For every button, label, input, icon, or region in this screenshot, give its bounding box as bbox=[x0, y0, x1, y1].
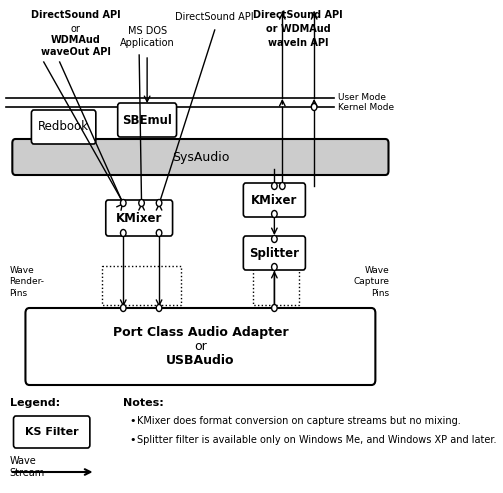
Bar bbox=[102, 266, 181, 305]
Circle shape bbox=[272, 182, 277, 189]
FancyBboxPatch shape bbox=[31, 110, 96, 144]
Text: Wave: Wave bbox=[10, 456, 36, 466]
Circle shape bbox=[121, 200, 126, 207]
Circle shape bbox=[139, 200, 144, 207]
Circle shape bbox=[311, 104, 317, 110]
Text: WDMAud: WDMAud bbox=[51, 35, 101, 45]
Circle shape bbox=[156, 230, 162, 237]
Circle shape bbox=[121, 230, 126, 237]
Text: KMixer: KMixer bbox=[116, 211, 162, 224]
Circle shape bbox=[272, 263, 277, 271]
Text: Stream: Stream bbox=[10, 468, 45, 478]
Text: KMixer does format conversion on capture streams but no mixing.: KMixer does format conversion on capture… bbox=[137, 416, 461, 426]
FancyBboxPatch shape bbox=[243, 236, 305, 270]
Text: SysAudio: SysAudio bbox=[172, 150, 229, 164]
Circle shape bbox=[272, 236, 277, 243]
Text: Notes:: Notes: bbox=[123, 398, 164, 408]
Circle shape bbox=[156, 305, 162, 312]
Text: Kernel Mode: Kernel Mode bbox=[338, 103, 394, 111]
Bar bbox=[253, 266, 299, 305]
Circle shape bbox=[121, 305, 126, 312]
Text: Wave
Capture
Pins: Wave Capture Pins bbox=[354, 266, 390, 298]
Circle shape bbox=[272, 305, 277, 312]
FancyBboxPatch shape bbox=[14, 416, 90, 448]
Text: KMixer: KMixer bbox=[251, 193, 298, 207]
Text: DirectSound API: DirectSound API bbox=[254, 10, 343, 20]
Circle shape bbox=[280, 182, 285, 189]
FancyBboxPatch shape bbox=[26, 308, 375, 385]
Text: Wave
Render-
Pins: Wave Render- Pins bbox=[10, 266, 45, 298]
Text: Legend:: Legend: bbox=[10, 398, 60, 408]
FancyBboxPatch shape bbox=[13, 139, 388, 175]
Text: waveOut API: waveOut API bbox=[41, 47, 111, 57]
Text: •: • bbox=[130, 435, 136, 445]
FancyBboxPatch shape bbox=[243, 183, 305, 217]
Text: Splitter: Splitter bbox=[249, 246, 299, 259]
Text: USBAudio: USBAudio bbox=[166, 354, 235, 367]
Text: •: • bbox=[130, 416, 136, 426]
Text: DirectSound API: DirectSound API bbox=[176, 12, 254, 22]
Text: DirectSound API: DirectSound API bbox=[31, 10, 120, 20]
Text: User Mode: User Mode bbox=[338, 94, 386, 103]
Text: Redbook: Redbook bbox=[38, 120, 89, 134]
Circle shape bbox=[272, 211, 277, 217]
FancyBboxPatch shape bbox=[106, 200, 173, 236]
Text: Port Class Audio Adapter: Port Class Audio Adapter bbox=[113, 326, 288, 339]
Text: Application: Application bbox=[120, 38, 175, 48]
Text: or: or bbox=[70, 24, 80, 34]
Text: or WDMAud: or WDMAud bbox=[266, 24, 330, 34]
Text: Splitter filter is available only on Windows Me, and Windows XP and later.: Splitter filter is available only on Win… bbox=[137, 435, 496, 445]
FancyBboxPatch shape bbox=[118, 103, 177, 137]
Text: or: or bbox=[194, 340, 207, 353]
Circle shape bbox=[156, 200, 162, 207]
Text: SBEmul: SBEmul bbox=[122, 113, 172, 127]
Text: MS DOS: MS DOS bbox=[128, 26, 166, 36]
Text: waveIn API: waveIn API bbox=[268, 38, 328, 48]
Text: KS Filter: KS Filter bbox=[25, 427, 78, 437]
